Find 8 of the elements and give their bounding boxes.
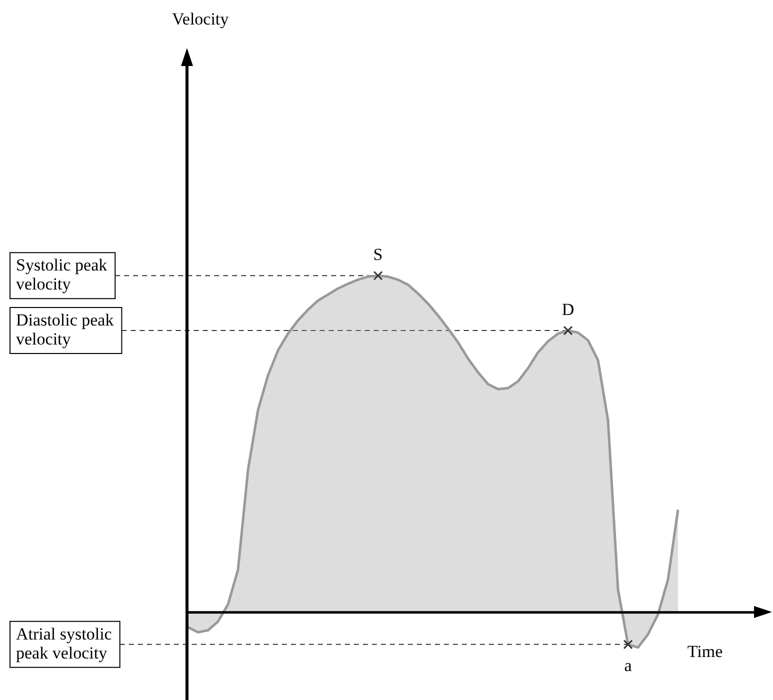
annotation: S: [373, 245, 383, 264]
annotation: D: [562, 300, 574, 320]
ref-line-label: Systolic peak velocity: [16, 256, 108, 294]
text: Velocity: [172, 9, 230, 28]
ref-line-label: Atrial systolic peak velocity: [16, 624, 112, 662]
annotation: a: [624, 656, 632, 675]
ref-line-label: Diastolic peak velocity: [16, 310, 114, 349]
x-axis-title: Time: [687, 642, 723, 661]
